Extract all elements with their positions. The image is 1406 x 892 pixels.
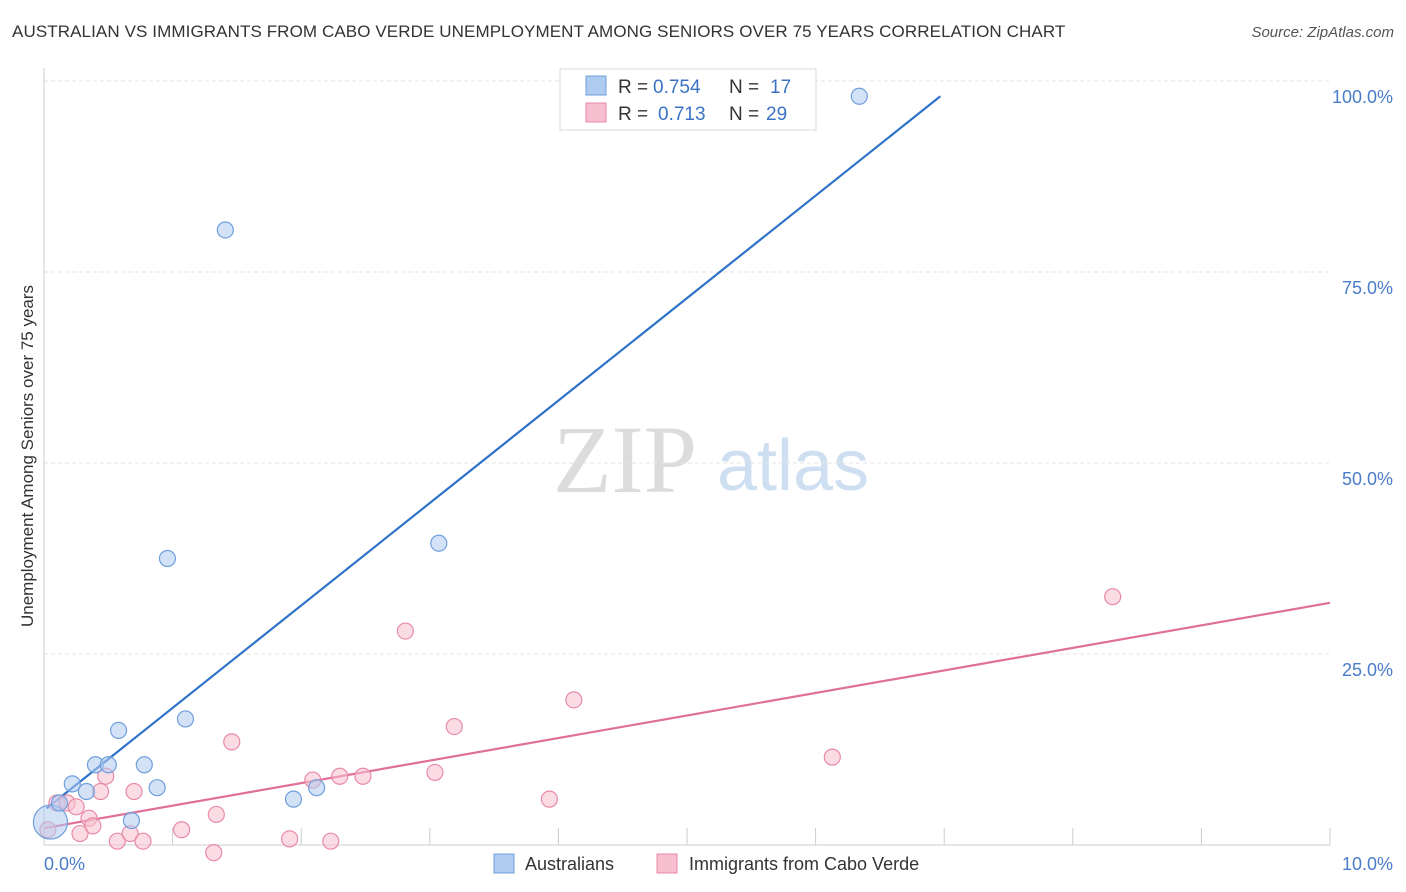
- legend-swatch-australians: [585, 75, 607, 96]
- point-cabo-verde-20: [331, 767, 349, 785]
- point-cabo-verde-28: [1104, 588, 1122, 606]
- point-australians-1: [50, 794, 69, 812]
- point-cabo-verde-21: [354, 767, 372, 785]
- legend-top: R = 0.754 N = 17 R = 0.713 N = 29: [559, 68, 817, 131]
- source-label: Source: ZipAtlas.com: [1251, 24, 1394, 41]
- point-australians-11: [176, 710, 195, 728]
- point-cabo-verde-16: [223, 733, 241, 751]
- trendline-cabo-verde: [43, 601, 1331, 830]
- axes: [43, 68, 1331, 846]
- watermark: ZIP atlas: [553, 406, 869, 513]
- legend-r-value-1: 0.754: [653, 77, 701, 98]
- y-tick-label-50: 50.0%: [1342, 469, 1393, 489]
- point-cabo-verde-13: [173, 821, 191, 839]
- point-cabo-verde-11: [125, 782, 143, 801]
- point-cabo-verde-24: [445, 717, 463, 736]
- point-australians-9: [148, 779, 166, 797]
- point-australians-2: [63, 775, 81, 793]
- tick-labels: 25.0% 50.0% 75.0% 100.0% 0.0% 10.0%: [44, 87, 1393, 874]
- point-australians-15: [430, 534, 448, 552]
- bottom-legend-swatch-australians: [493, 853, 515, 874]
- grid: [44, 80, 1332, 655]
- point-australians-10: [158, 549, 177, 568]
- legend-n-label-2: N =: [729, 104, 759, 125]
- point-cabo-verde-27: [823, 748, 841, 766]
- point-cabo-verde-22: [396, 622, 414, 640]
- point-cabo-verde-3: [67, 798, 85, 816]
- bottom-legend-swatch-cabo-verde: [656, 853, 678, 874]
- chart-title: AUSTRALIAN VS IMMIGRANTS FROM CABO VERDE…: [12, 22, 1066, 41]
- y-tick-label-75: 75.0%: [1342, 278, 1393, 298]
- watermark-zip: ZIP: [553, 406, 697, 513]
- point-australians-3: [77, 782, 96, 801]
- trendline-australians: [45, 95, 942, 810]
- point-cabo-verde-25: [540, 790, 558, 808]
- point-cabo-verde-26: [565, 691, 583, 709]
- point-australians-14: [308, 779, 326, 797]
- bottom-legend-label-australians: Australians: [525, 854, 614, 874]
- legend-bottom: Australians Immigrants from Cabo Verde: [493, 853, 919, 874]
- point-australians-6: [109, 721, 128, 740]
- point-australians-7: [122, 811, 141, 830]
- point-cabo-verde-15: [207, 805, 225, 824]
- point-cabo-verde-19: [322, 832, 340, 850]
- legend-r-label-2: R =: [618, 104, 648, 125]
- point-australians-8: [135, 756, 153, 774]
- legend-n-value-2: 29: [766, 104, 787, 125]
- watermark-atlas: atlas: [717, 426, 869, 506]
- point-cabo-verde-6: [84, 817, 102, 835]
- bottom-legend-label-cabo-verde: Immigrants from Cabo Verde: [689, 854, 919, 874]
- legend-swatch-cabo-verde: [585, 102, 607, 123]
- point-cabo-verde-17: [281, 830, 299, 848]
- y-tick-label-25: 25.0%: [1342, 660, 1393, 680]
- x-tick-label-1: 10.0%: [1342, 854, 1393, 874]
- y-axis-label: Unemployment Among Seniors over 75 years: [18, 285, 37, 627]
- legend-r-label-1: R =: [618, 77, 648, 98]
- point-australians-5: [99, 756, 117, 774]
- point-australians-12: [216, 221, 234, 239]
- legend-n-label-1: N =: [729, 77, 759, 98]
- point-cabo-verde-9: [108, 832, 126, 850]
- point-australians-13: [284, 790, 303, 808]
- x-tick-label-0: 0.0%: [44, 854, 85, 874]
- point-australians-0: [32, 804, 69, 840]
- trendlines: [43, 95, 1331, 830]
- legend-n-value-1: 17: [770, 77, 791, 98]
- point-cabo-verde-12: [134, 832, 152, 850]
- data-points: [32, 87, 1122, 862]
- point-cabo-verde-23: [426, 763, 444, 782]
- point-australians-16: [850, 87, 868, 105]
- point-cabo-verde-14: [205, 844, 223, 862]
- y-tick-label-100: 100.0%: [1332, 87, 1393, 107]
- legend-r-value-2: 0.713: [658, 104, 706, 125]
- point-cabo-verde-4: [71, 824, 89, 843]
